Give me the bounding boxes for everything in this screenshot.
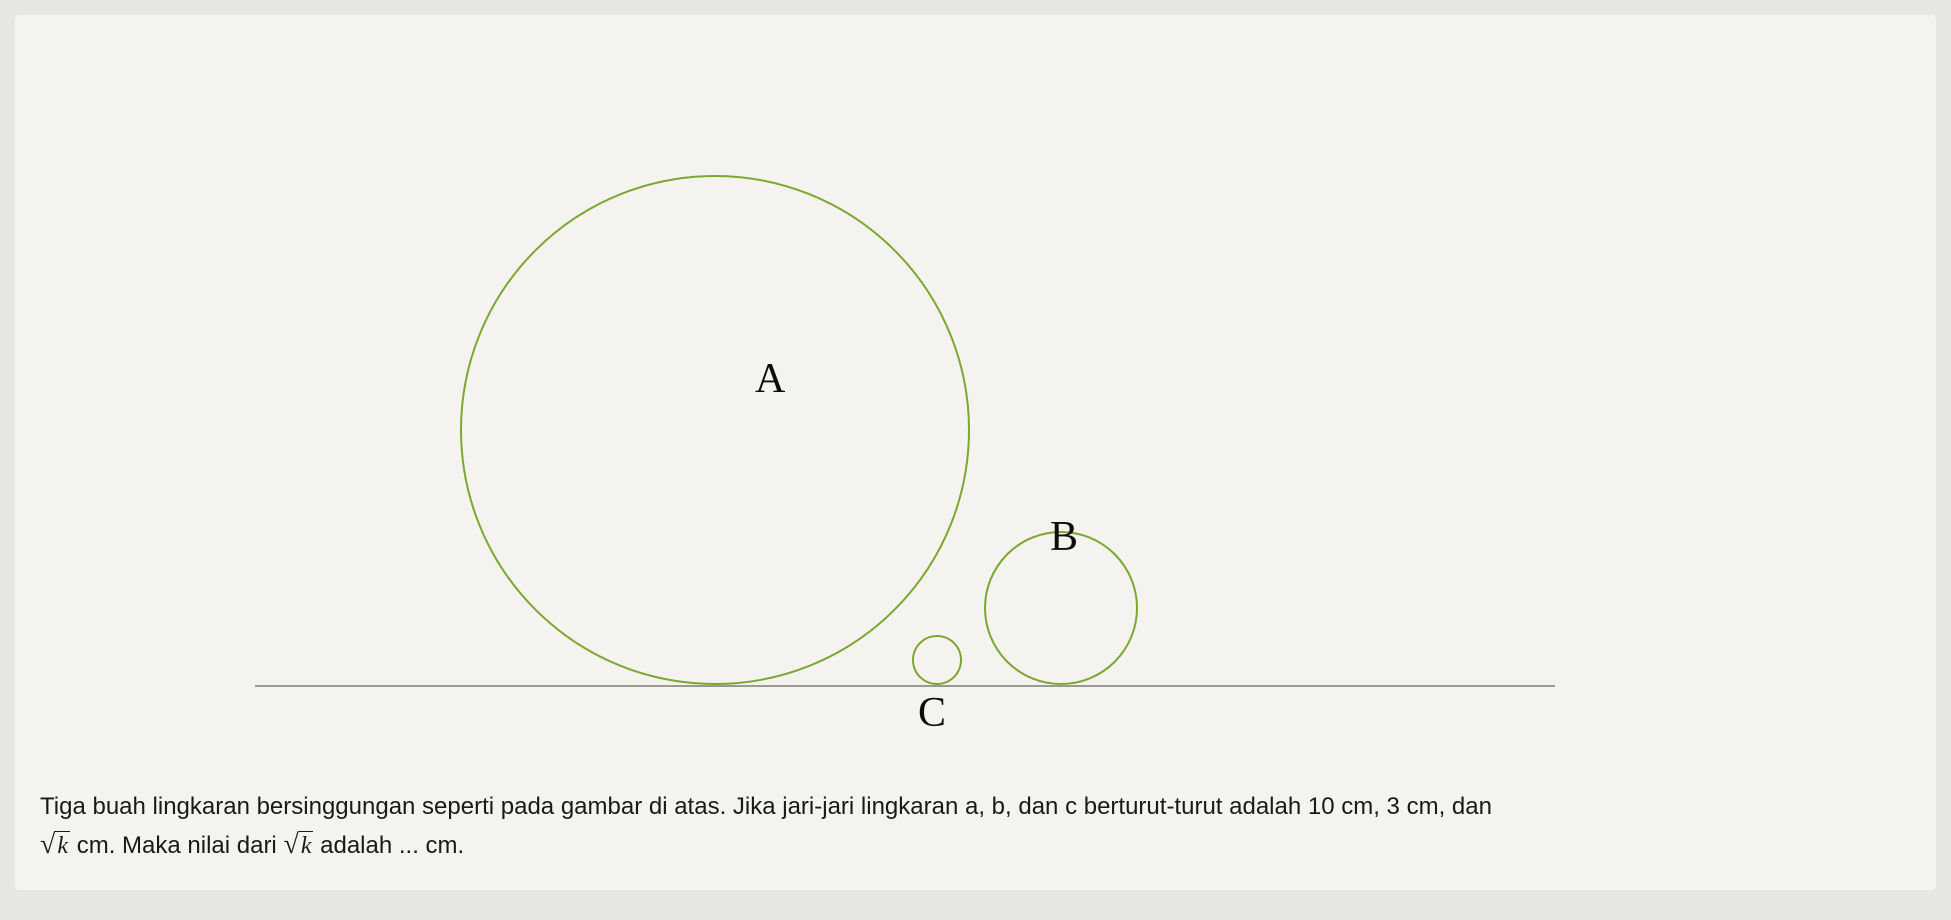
sqrt-arg-1: k	[55, 831, 70, 861]
sqrt-arg-2: k	[299, 831, 314, 861]
problem-mid1: cm. Maka nilai dari	[77, 832, 284, 859]
circle-a	[460, 175, 970, 685]
ground-line	[255, 685, 1555, 687]
sqrt-k-2: √ k	[283, 831, 313, 861]
content-area: A B C Tiga buah lingkaran bersinggungan …	[15, 15, 1936, 890]
sqrt-symbol-icon: √	[283, 831, 298, 859]
sqrt-k-1: √ k	[40, 831, 70, 861]
problem-mid2: adalah ... cm.	[320, 832, 464, 859]
sqrt-symbol-icon: √	[40, 831, 55, 859]
circle-c	[912, 635, 962, 685]
circle-b-label: B	[1050, 513, 1078, 561]
diagram-container: A B C	[35, 35, 1916, 755]
problem-text: Tiga buah lingkaran bersinggungan sepert…	[40, 788, 1911, 865]
circle-c-label: C	[918, 689, 946, 737]
circle-a-label: A	[755, 355, 785, 403]
problem-line1: Tiga buah lingkaran bersinggungan sepert…	[40, 793, 1492, 820]
